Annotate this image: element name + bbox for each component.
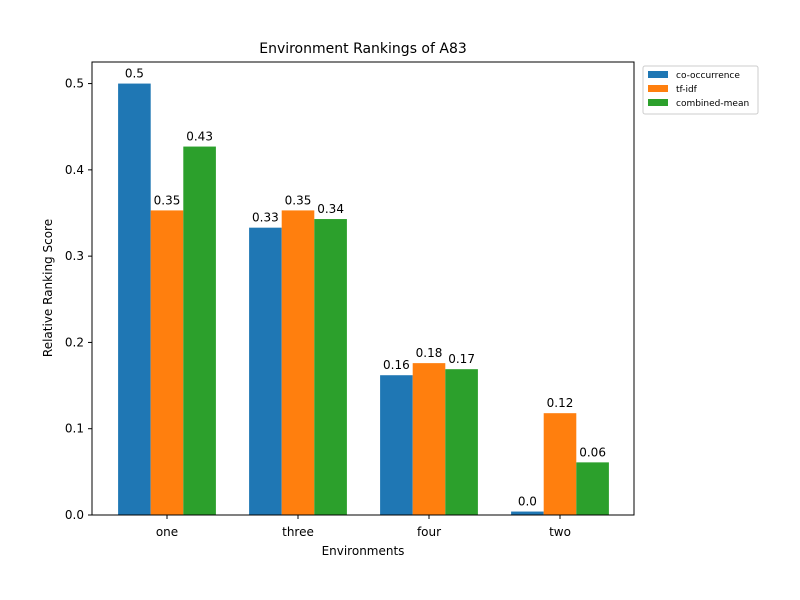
- y-tick-label-0.2: 0.2: [65, 335, 84, 349]
- bar-combined-mean-two: [576, 462, 609, 515]
- y-tick-label-0.5: 0.5: [65, 77, 84, 91]
- bar-tf-idf-two: [543, 413, 577, 515]
- data-label-combined-mean-one: 0.43: [186, 130, 213, 144]
- legend-label-co-occurrence: co-occurrence: [676, 71, 740, 81]
- x-tick-label-one: one: [156, 525, 178, 539]
- x-tick-label-two: two: [549, 525, 571, 539]
- legend-swatch-combined-mean: [648, 99, 668, 106]
- legend: co-occurrence tf-idf combined-mean: [642, 65, 759, 115]
- data-label-co-occurrence-four: 0.16: [383, 358, 410, 372]
- bar-co-occurrence-two: [511, 511, 544, 515]
- bar-tf-idf-four: [412, 363, 446, 515]
- x-axis: one three four two: [156, 515, 571, 539]
- bars-group: [118, 83, 609, 516]
- bar-tf-idf-one: [150, 210, 184, 515]
- legend-swatch-co-occurrence: [648, 71, 668, 78]
- data-label-tf-idf-four: 0.18: [416, 346, 443, 360]
- y-axis: 0.0 0.1 0.2 0.3 0.4 0.5: [65, 77, 92, 522]
- data-label-co-occurrence-two: 0.0: [518, 495, 537, 509]
- chart-title: Environment Rankings of A83: [259, 41, 467, 57]
- legend-swatch-tf-idf: [648, 85, 668, 92]
- data-labels-group: 0.5 0.35 0.43 0.33 0.35 0.34 0.16 0.18 0.17 0.0 0.…: [125, 67, 606, 509]
- bar-combined-mean-one: [183, 146, 216, 515]
- plot-frame: [91, 61, 635, 516]
- data-label-co-occurrence-one: 0.5: [125, 67, 144, 81]
- x-tick-label-four: four: [417, 525, 441, 539]
- bar-co-occurrence-four: [380, 375, 413, 515]
- data-label-tf-idf-two: 0.12: [547, 396, 574, 410]
- data-label-combined-mean-two: 0.06: [579, 445, 606, 459]
- y-tick-label-0.3: 0.3: [65, 249, 84, 263]
- data-label-tf-idf-three: 0.35: [285, 193, 312, 207]
- bar-combined-mean-three: [314, 219, 347, 516]
- bar-co-occurrence-three: [249, 227, 282, 515]
- legend-label-tf-idf: tf-idf: [676, 85, 698, 95]
- data-label-combined-mean-three: 0.34: [317, 202, 344, 216]
- legend-frame: [642, 65, 759, 115]
- data-label-co-occurrence-three: 0.33: [252, 211, 279, 225]
- y-tick-label-0.0: 0.0: [65, 508, 84, 522]
- legend-label-combined-mean: combined-mean: [676, 99, 749, 109]
- x-axis-label: Environments: [322, 544, 405, 558]
- bar-co-occurrence-one: [118, 83, 151, 516]
- bar-tf-idf-three: [281, 210, 315, 515]
- y-tick-label-0.1: 0.1: [65, 422, 84, 436]
- bar-combined-mean-four: [445, 369, 478, 515]
- data-label-combined-mean-four: 0.17: [448, 352, 475, 366]
- y-tick-label-0.4: 0.4: [65, 163, 84, 177]
- x-tick-label-three: three: [282, 525, 314, 539]
- data-label-tf-idf-one: 0.35: [154, 193, 181, 207]
- y-axis-label: Relative Ranking Score: [41, 219, 55, 357]
